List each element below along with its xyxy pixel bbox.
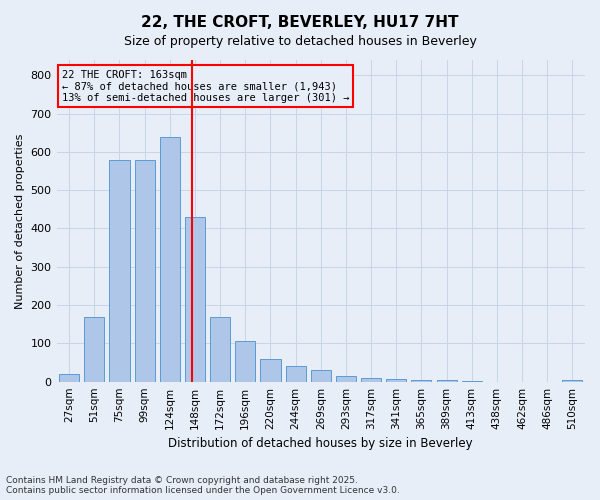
Bar bbox=[84, 318, 104, 382]
Bar bbox=[336, 376, 356, 382]
Y-axis label: Number of detached properties: Number of detached properties bbox=[15, 133, 25, 308]
Text: Contains HM Land Registry data © Crown copyright and database right 2025.
Contai: Contains HM Land Registry data © Crown c… bbox=[6, 476, 400, 495]
Bar bbox=[361, 378, 381, 382]
Bar bbox=[562, 380, 583, 382]
Bar bbox=[210, 316, 230, 382]
Bar bbox=[235, 342, 256, 382]
Bar bbox=[311, 370, 331, 382]
Text: 22 THE CROFT: 163sqm
← 87% of detached houses are smaller (1,943)
13% of semi-de: 22 THE CROFT: 163sqm ← 87% of detached h… bbox=[62, 70, 349, 103]
Text: 22, THE CROFT, BEVERLEY, HU17 7HT: 22, THE CROFT, BEVERLEY, HU17 7HT bbox=[141, 15, 459, 30]
Bar bbox=[185, 217, 205, 382]
Bar bbox=[160, 138, 180, 382]
Bar bbox=[386, 378, 406, 382]
Text: Size of property relative to detached houses in Beverley: Size of property relative to detached ho… bbox=[124, 35, 476, 48]
Bar bbox=[286, 366, 305, 382]
Bar bbox=[412, 380, 431, 382]
Bar bbox=[437, 380, 457, 382]
Bar bbox=[59, 374, 79, 382]
X-axis label: Distribution of detached houses by size in Beverley: Distribution of detached houses by size … bbox=[169, 437, 473, 450]
Bar bbox=[461, 380, 482, 382]
Bar bbox=[134, 160, 155, 382]
Bar bbox=[109, 160, 130, 382]
Bar bbox=[260, 360, 281, 382]
